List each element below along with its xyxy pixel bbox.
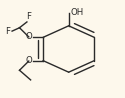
Text: F: F <box>26 12 31 21</box>
Text: OH: OH <box>70 8 84 17</box>
Text: O: O <box>25 56 32 65</box>
Text: F: F <box>5 27 10 36</box>
Text: O: O <box>25 32 32 41</box>
